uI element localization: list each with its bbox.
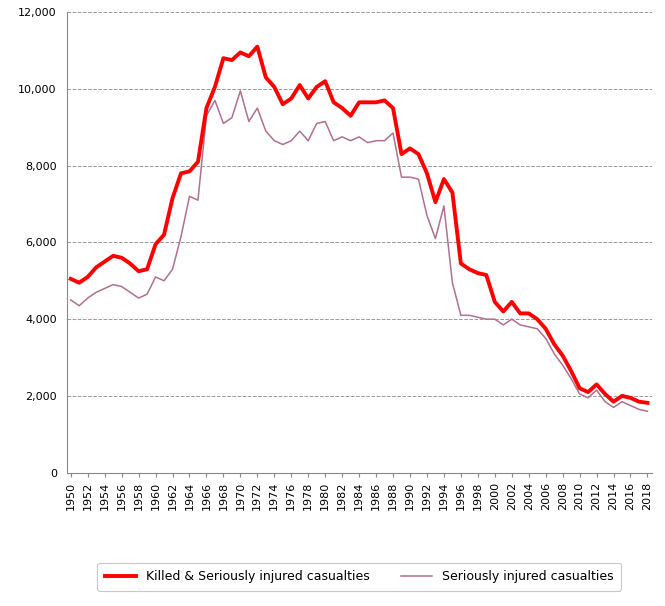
Legend: Killed & Seriously injured casualties, Seriously injured casualties: Killed & Seriously injured casualties, S… — [97, 563, 621, 591]
